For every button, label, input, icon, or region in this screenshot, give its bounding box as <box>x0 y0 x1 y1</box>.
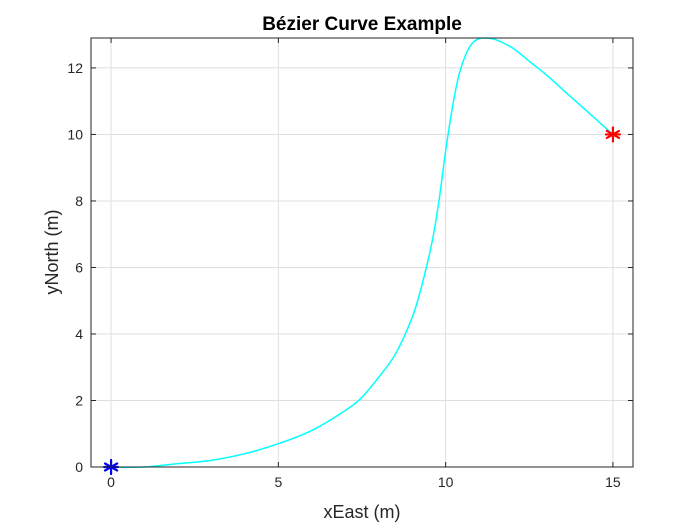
y-tick-label: 0 <box>75 459 83 475</box>
x-tick-label: 15 <box>605 474 621 490</box>
y-tick-label: 2 <box>75 392 83 408</box>
x-tick-label: 0 <box>107 474 115 490</box>
y-tick-label: 12 <box>67 60 83 76</box>
series-layer <box>111 37 614 468</box>
y-axis-label: yNorth (m) <box>42 210 62 295</box>
ticks <box>91 38 633 468</box>
y-tick-label: 4 <box>75 326 83 342</box>
y-tick-label: 6 <box>75 259 83 275</box>
end-point-marker <box>604 126 622 143</box>
x-axis-label: xEast (m) <box>323 502 400 522</box>
tick-labels: 0 5 10 15 0 2 4 6 8 10 12 <box>67 60 621 490</box>
plot-area-background <box>91 38 633 467</box>
x-tick-label: 5 <box>274 474 282 490</box>
chart-title: Bézier Curve Example <box>262 14 462 35</box>
y-tick-label: 10 <box>67 126 83 142</box>
plot-area-border <box>90 37 634 468</box>
y-tick-label: 8 <box>75 193 83 209</box>
bezier-curve-line <box>111 37 614 468</box>
x-tick-label: 10 <box>438 474 454 490</box>
